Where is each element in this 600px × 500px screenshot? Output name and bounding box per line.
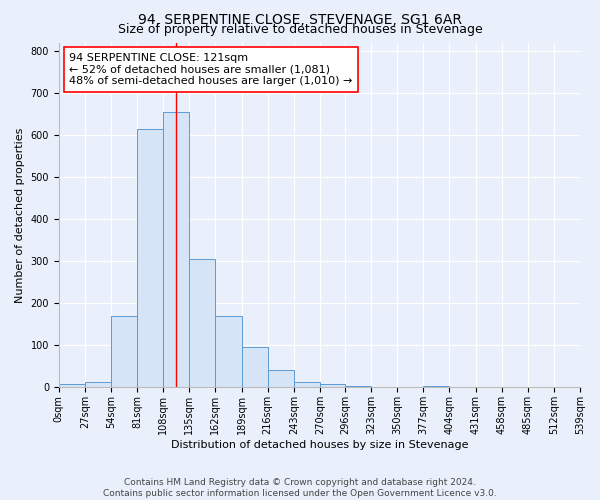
- Bar: [215, 316, 242, 388]
- Bar: [190, 259, 215, 388]
- Bar: [137, 128, 163, 388]
- Text: Size of property relative to detached houses in Stevenage: Size of property relative to detached ho…: [118, 22, 482, 36]
- Bar: [345, 386, 371, 388]
- Text: 94, SERPENTINE CLOSE, STEVENAGE, SG1 6AR: 94, SERPENTINE CLOSE, STEVENAGE, SG1 6AR: [138, 12, 462, 26]
- Bar: [424, 386, 449, 388]
- Y-axis label: Number of detached properties: Number of detached properties: [15, 128, 25, 302]
- Bar: [163, 112, 190, 388]
- Bar: [242, 346, 268, 388]
- Bar: [59, 384, 85, 388]
- Bar: [320, 384, 345, 388]
- Text: 94 SERPENTINE CLOSE: 121sqm
← 52% of detached houses are smaller (1,081)
48% of : 94 SERPENTINE CLOSE: 121sqm ← 52% of det…: [69, 53, 353, 86]
- Text: Contains HM Land Registry data © Crown copyright and database right 2024.
Contai: Contains HM Land Registry data © Crown c…: [103, 478, 497, 498]
- Bar: [111, 316, 137, 388]
- Bar: [85, 382, 111, 388]
- Bar: [268, 370, 294, 388]
- X-axis label: Distribution of detached houses by size in Stevenage: Distribution of detached houses by size …: [170, 440, 468, 450]
- Bar: [294, 382, 320, 388]
